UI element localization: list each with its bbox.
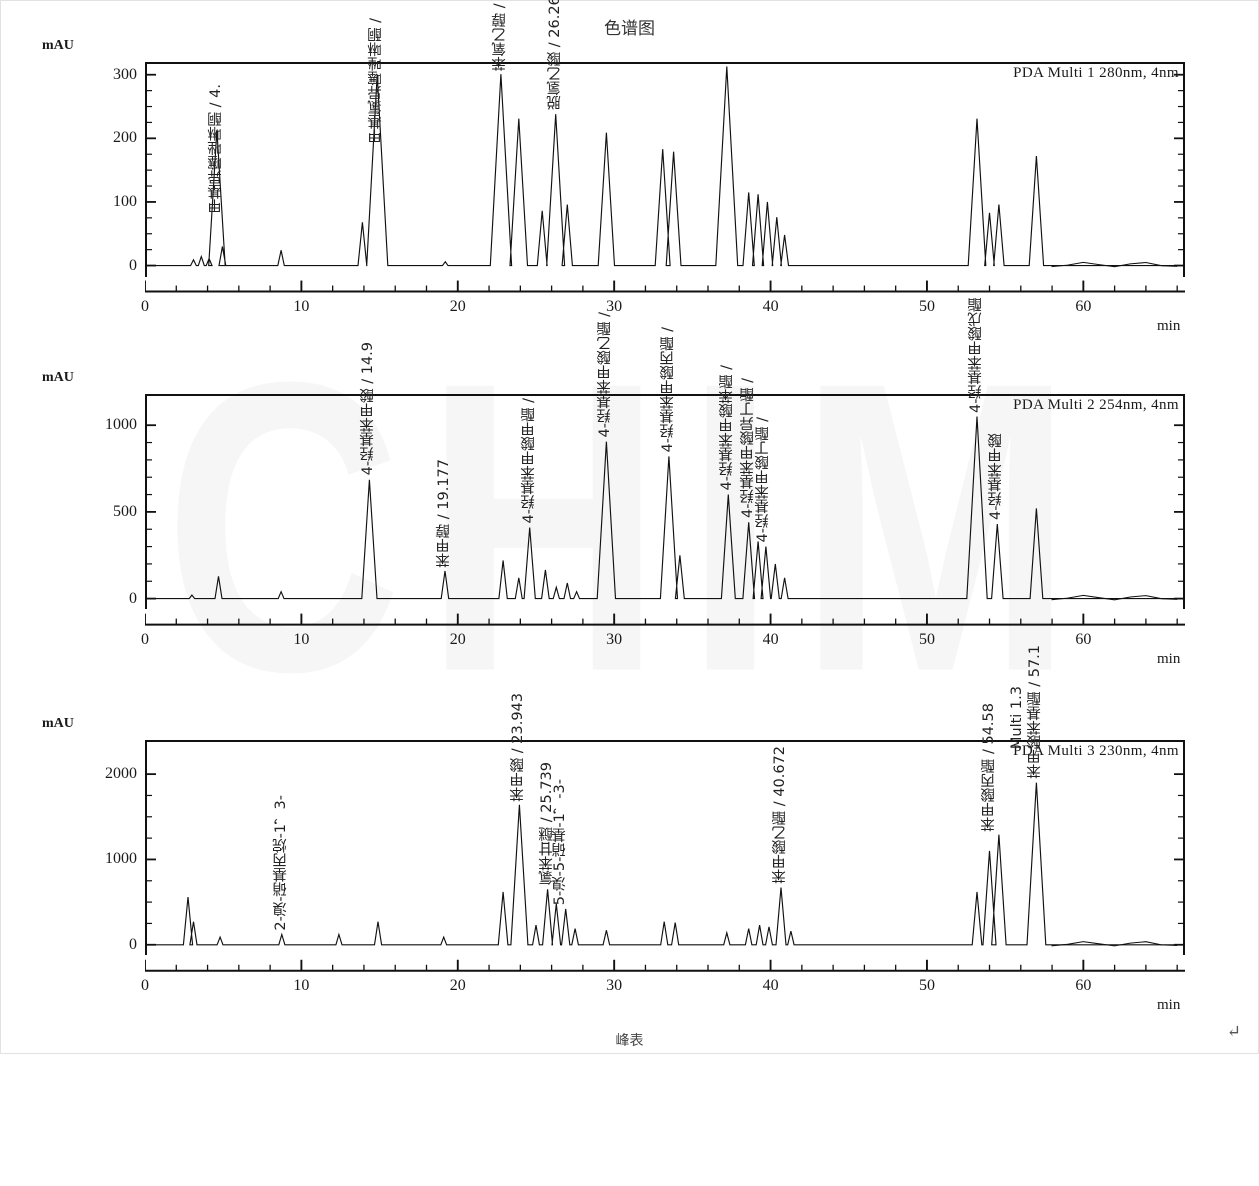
peak-annotation: 4-羟基苯甲酸甲酯 / (520, 398, 537, 524)
chromatogram-trace (145, 416, 1185, 626)
return-mark-icon: ↵ (1226, 1022, 1241, 1041)
peak-annotation: 苯甲酸 / 23.943 (510, 692, 527, 801)
plot-area[interactable]: PDA Multi 3 230nm, 4nm 0 1000 2000 0 10 20 30 40… (105, 645, 1185, 1013)
chromatogram-trace (145, 66, 1185, 293)
x-axis-tick-label: 60 (1075, 976, 1092, 994)
y-axis-unit-label: mAU (42, 38, 74, 53)
peak-annotation: 苯甲酸苯基酯 / 57.1 (1027, 645, 1044, 779)
page-title: 色谱图 (604, 19, 655, 39)
peak-annotation: 4-羟基苯甲酸丁酯 / (755, 417, 772, 543)
y-axis-tick-label: 0 (129, 935, 137, 953)
peak-annotation: 4-羟基苯甲酸 (988, 433, 1005, 521)
x-axis-tick-label: 10 (293, 297, 310, 315)
plot-frame (145, 62, 1185, 277)
peak-annotation: 4-羟基苯甲酸乙酯 / (597, 312, 614, 438)
x-axis-tick-label: 0 (141, 630, 149, 648)
peak-annotation: Multi 1.3 (1008, 685, 1025, 749)
peak-annotation: 2-溴-硝基丙烷-1，3- (272, 794, 289, 931)
x-axis-tick-label: 0 (141, 297, 149, 315)
y-axis-tick-label: 1000 (105, 416, 137, 434)
peak-annotation: 4-羟基苯甲酸苯酯 / (719, 365, 736, 491)
x-axis-unit-label: min (1157, 996, 1181, 1013)
chromatogram-panel-3[interactable]: mAU PDA Multi 3 230nm, 4nm 0 1000 2000 0 10 20 3… (0, 645, 1259, 1013)
x-axis-tick-label: 60 (1075, 630, 1092, 648)
plot-frame (145, 740, 1185, 955)
chromatogram-panel-2[interactable]: mAU PDA Multi 2 254nm, 4nm 0 500 1000 0 10 20 30… (0, 297, 1259, 667)
peak-annotation: 4-羟基苯甲酸丙酯 / (659, 326, 676, 453)
y-axis-tick-label: 2000 (105, 765, 137, 783)
chromatogram-panel-1[interactable]: mAU PDA Multi 1 280nm, 4nm 0 100 200 300 0 10 20… (0, 0, 1259, 334)
y-axis-tick-label: 0 (129, 589, 137, 607)
y-axis-tick-label: 500 (113, 502, 137, 520)
peak-annotation: 4-羟基苯甲酸戊酯 (968, 296, 984, 413)
x-axis-tick-label: 20 (449, 297, 466, 315)
plot-area[interactable]: PDA Multi 2 254nm, 4nm 0 500 1000 0 10 20 30 40 5… (105, 297, 1185, 667)
x-axis-tick-label: 50 (918, 297, 935, 315)
x-axis-tick-label: 0 (141, 976, 149, 994)
y-axis-tick-label: 100 (113, 192, 137, 210)
x-axis-tick-label: 10 (293, 630, 310, 648)
y-axis-tick-label: 300 (113, 65, 137, 83)
x-axis-tick-label: 20 (449, 976, 466, 994)
y-axis-tick-label: 0 (129, 256, 137, 274)
peak-annotation: 甲基异噻唑啉酮 / 4. (207, 84, 224, 214)
x-axis-tick-label: 20 (449, 630, 466, 648)
peak-annotation: 5-溴-5-硝基-1，-3- (552, 778, 568, 905)
x-axis-tick-label: 40 (762, 630, 779, 648)
plot-area[interactable]: PDA Multi 1 280nm, 4nm 0 100 200 300 0 10 20 30 4… (113, 0, 1185, 334)
plot-frame (145, 394, 1185, 609)
detector-channel-label: PDA Multi 2 254nm, 4nm (1013, 397, 1179, 413)
x-axis-tick-label: 60 (1075, 297, 1092, 315)
chromatogram-trace (145, 773, 1185, 972)
y-axis-tick-label: 200 (113, 129, 137, 147)
x-axis-unit-label: min (1157, 650, 1181, 667)
peak-annotation: 苯甲醇 / 19.177 (435, 458, 452, 567)
y-axis-unit-label: mAU (42, 370, 74, 385)
x-axis-tick-label: 10 (293, 976, 310, 994)
peak-annotation: 苯甲酸丙酯 / 54.58 (980, 702, 997, 831)
footer-label: 峰表 (615, 1033, 644, 1049)
x-axis-tick-label: 50 (918, 630, 935, 648)
x-axis-tick-label: 30 (606, 976, 623, 994)
x-axis-tick-label: 30 (606, 630, 623, 648)
x-axis-tick-label: 40 (762, 297, 779, 315)
detector-channel-label: PDA Multi 3 230nm, 4nm (1013, 743, 1179, 759)
x-axis-tick-label: 30 (606, 297, 623, 315)
y-axis-unit-label: mAU (42, 716, 74, 731)
peak-annotation: 4-羟基苯甲酸异丁酯 / (739, 378, 756, 519)
peak-annotation: 苯甲酸乙酯 / 40.672 (772, 746, 789, 884)
x-axis-unit-label: min (1157, 317, 1181, 334)
x-axis-tick-label: 40 (762, 976, 779, 994)
x-axis-tick-label: 50 (918, 976, 935, 994)
peak-annotation: 4-羟基苯甲酸 / 14.9 (360, 342, 377, 476)
y-axis-tick-label: 1000 (105, 850, 137, 868)
detector-channel-label: PDA Multi 1 280nm, 4nm (1013, 65, 1179, 81)
